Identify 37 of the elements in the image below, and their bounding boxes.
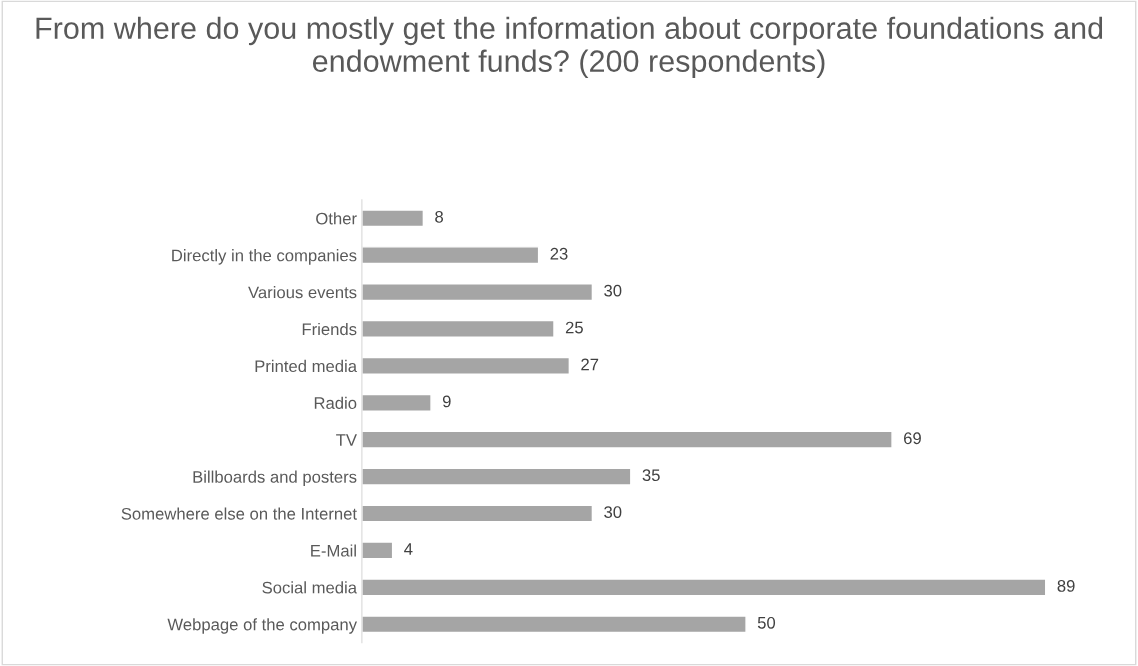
data-label: 9: [442, 395, 451, 408]
bar: [361, 209, 425, 228]
data-label: 8: [435, 210, 444, 223]
y-tick-label: Radio: [314, 396, 357, 409]
data-label: 30: [604, 284, 622, 297]
bar: [361, 319, 555, 338]
bar: [361, 430, 893, 449]
y-tick-label: Printed media: [255, 359, 358, 373]
y-tick-label: Somewhere else on the Internet: [121, 507, 357, 520]
y-tick-label: E-Mail: [311, 544, 356, 557]
data-label: 50: [757, 616, 776, 629]
bar: [361, 356, 571, 375]
bar: [361, 393, 432, 412]
y-tick-label: Friends: [302, 322, 357, 336]
y-tick-label: TV: [336, 434, 357, 446]
y-tick-label: Billboards and posters: [193, 470, 357, 487]
data-label: 89: [1057, 580, 1075, 592]
data-label: 35: [642, 469, 660, 482]
data-label: 4: [404, 543, 413, 555]
data-label: 69: [904, 432, 921, 445]
bar: [361, 283, 594, 302]
bar: [361, 467, 632, 486]
bar: [361, 578, 1047, 597]
y-tick-label: Various events: [248, 286, 357, 299]
y-tick-label: Webpage of the company: [167, 618, 358, 634]
data-label: 30: [604, 506, 622, 518]
bar: [361, 541, 394, 560]
bar: [361, 246, 540, 265]
y-tick-label: Other: [316, 212, 357, 225]
data-label: 25: [565, 321, 583, 334]
data-label: 27: [581, 358, 599, 371]
bar: [361, 615, 747, 634]
y-tick-label: Directly in the companies: [172, 249, 357, 265]
bar: [361, 504, 594, 523]
data-label: 23: [550, 247, 568, 260]
chart-title: From where do you mostly get the information about corporate foundations and endowment funds? (200 respondents): [36, 16, 1103, 79]
y-tick-label: Social media: [262, 581, 358, 594]
